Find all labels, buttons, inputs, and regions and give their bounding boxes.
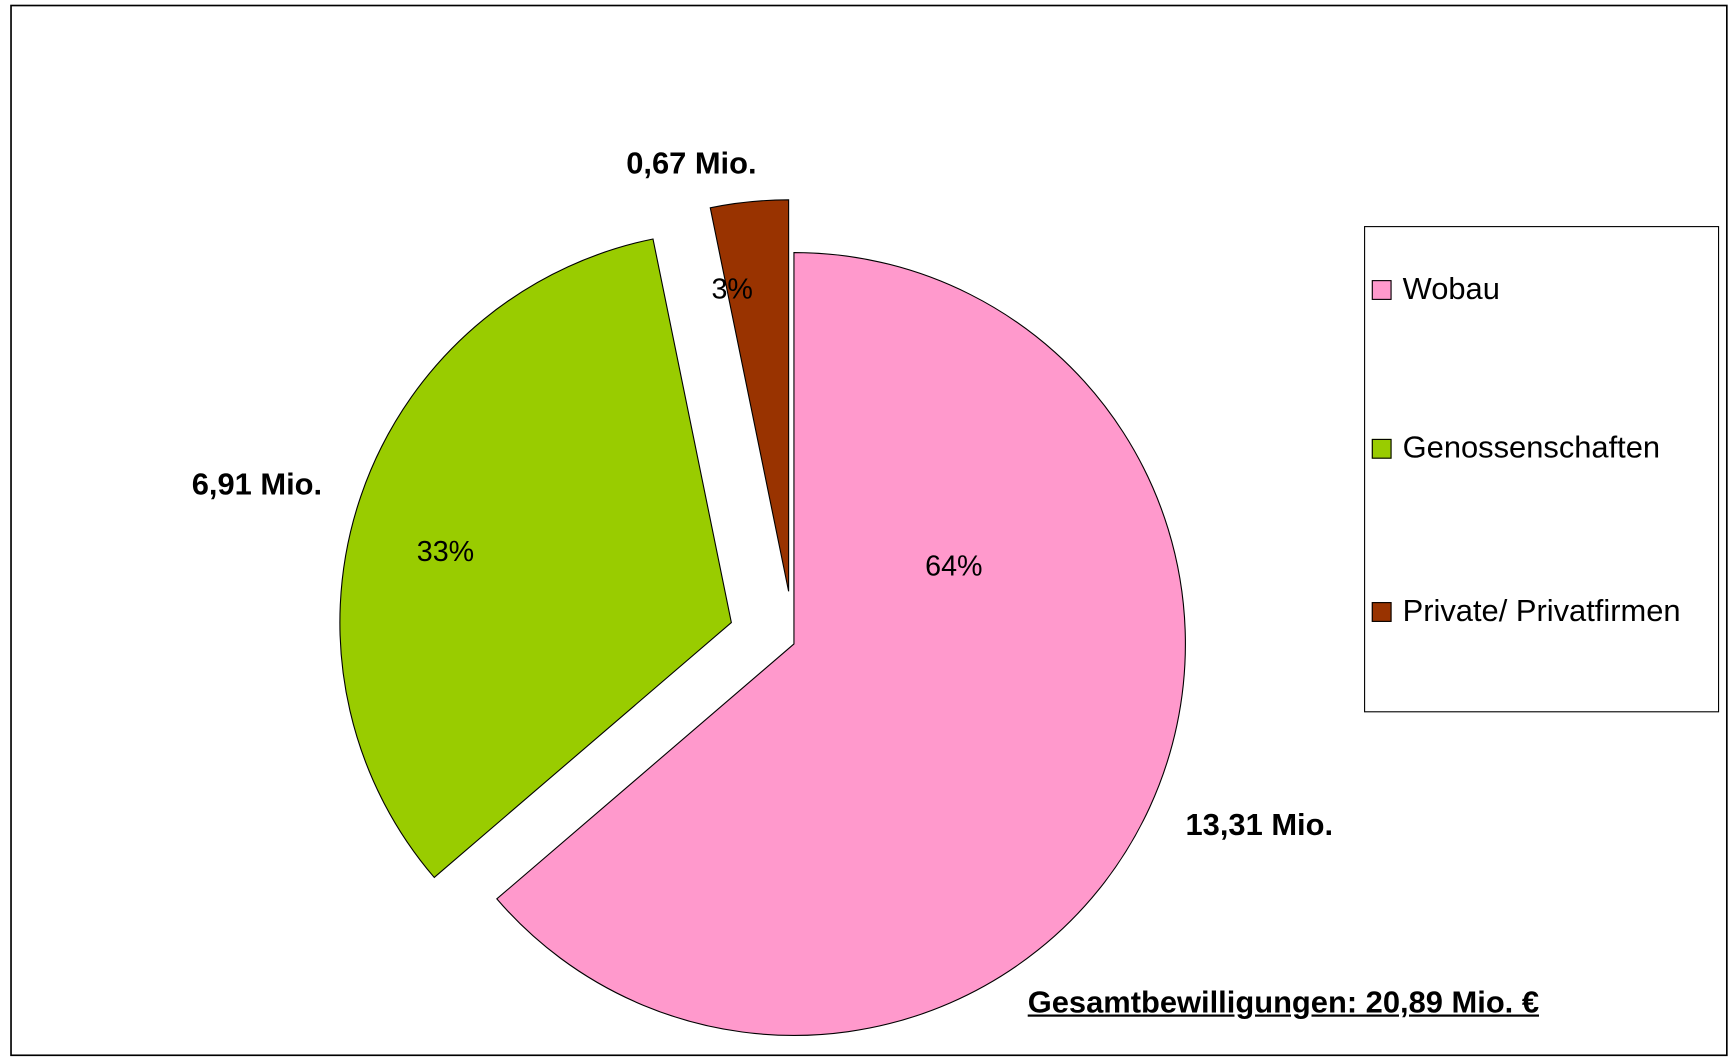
annotation: Gesamtbewilligungen: 20,89 Mio. € xyxy=(1027,984,1540,1019)
pie-slice xyxy=(339,238,732,879)
pie-slice xyxy=(496,251,1186,1036)
value-label: 13,31 Mio. xyxy=(1186,807,1334,842)
percentage-label: 33% xyxy=(417,536,474,568)
legend-entry: Genossenschaften xyxy=(1371,428,1717,468)
legend-swatch xyxy=(1371,438,1392,459)
legend: Wobau Genossenschaften Private/ Privatfirm… xyxy=(1364,226,1720,713)
legend-entry: Wobau xyxy=(1371,269,1717,309)
legend-label: Private/ Privatfirmen xyxy=(1402,593,1681,628)
legend-swatch xyxy=(1371,602,1392,622)
percentage-label: 64% xyxy=(925,550,982,582)
value-label: 0,67 Mio. xyxy=(626,146,756,181)
legend-label: Genossenschaften xyxy=(1402,430,1661,465)
legend-label: Wobau xyxy=(1402,271,1500,306)
legend-swatch xyxy=(1371,280,1392,300)
value-label: 6,91 Mio. xyxy=(192,466,322,501)
pie-slice xyxy=(709,199,790,592)
legend-entry: Private/ Privatfirmen xyxy=(1371,591,1717,631)
percentage-label: 3% xyxy=(711,274,752,306)
